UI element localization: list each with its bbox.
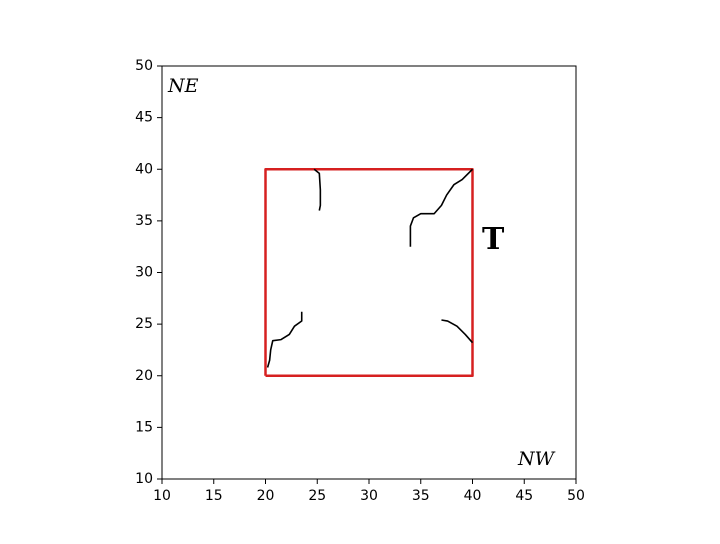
plot-frame	[161, 65, 577, 480]
y-tick-label: 10	[135, 471, 153, 487]
annotation: T	[482, 222, 505, 257]
y-tick-label: 20	[135, 368, 153, 384]
annotation: NW	[517, 448, 556, 470]
x-tick-label: 40	[464, 488, 482, 504]
y-tick-label: 15	[135, 419, 153, 435]
y-tick-label: 45	[135, 110, 153, 126]
y-tick-label: 50	[135, 58, 153, 74]
series-line	[266, 311, 303, 368]
y-tick-label: 30	[135, 265, 153, 281]
series-line	[441, 319, 474, 344]
y-tick-label: 35	[135, 213, 153, 229]
x-tick-label: 20	[257, 488, 275, 504]
y-tick-label: 25	[135, 316, 153, 332]
x-tick-label: 10	[153, 488, 171, 504]
x-tick-label: 35	[412, 488, 430, 504]
series-line	[409, 168, 474, 247]
x-tick-label: 30	[360, 488, 378, 504]
y-tick-label: 40	[135, 161, 153, 177]
x-tick-label: 15	[205, 488, 223, 504]
x-tick-label: 25	[308, 488, 326, 504]
annotation: NE	[167, 75, 199, 97]
x-tick-label: 50	[567, 488, 585, 504]
series-line	[313, 168, 322, 211]
x-tick-label: 45	[515, 488, 533, 504]
